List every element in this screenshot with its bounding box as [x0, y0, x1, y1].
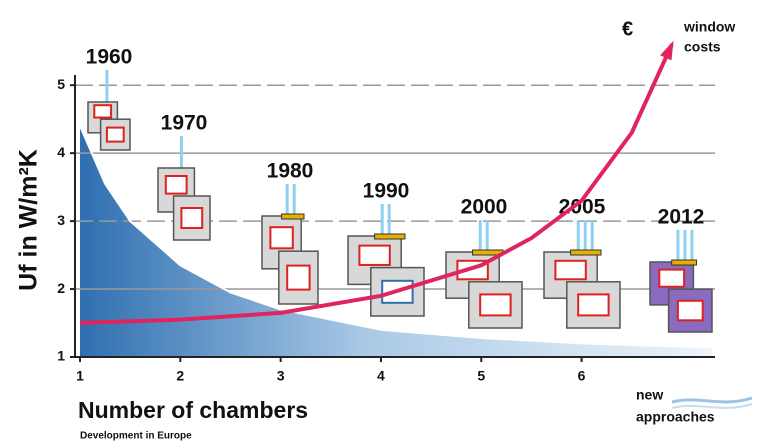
window-profile [261, 184, 319, 305]
year-label: 2012 [658, 206, 705, 229]
seal [281, 213, 305, 220]
subtitle: Development in Europe [80, 431, 192, 442]
y-tick-label: 5 [57, 76, 65, 92]
y-tick-label: 2 [57, 280, 65, 296]
annotation: window [683, 19, 735, 35]
chamber [577, 293, 610, 317]
year-label: 1970 [161, 112, 208, 135]
chamber [554, 259, 587, 281]
chamber [164, 175, 188, 195]
x-axis-label: Number of chambers [78, 397, 308, 423]
wave [671, 403, 753, 409]
year-label: 1990 [363, 180, 410, 203]
seal [570, 249, 602, 256]
uf-line [79, 125, 713, 349]
window-profile [445, 220, 523, 329]
y-tick-label: 4 [57, 144, 65, 160]
uf-area [80, 125, 712, 357]
window-profile [157, 136, 211, 241]
x-tick-label: 6 [578, 368, 586, 384]
x-tick-label: 5 [477, 368, 485, 384]
annotation: costs [684, 39, 721, 55]
sash [566, 281, 621, 329]
window-profile [87, 70, 131, 151]
year-label: 1980 [267, 160, 314, 183]
arrow-head [660, 40, 674, 61]
year-label: 2005 [559, 196, 606, 219]
chamber [93, 104, 113, 119]
year-label: 1960 [86, 46, 133, 69]
euro-sign: € [622, 18, 633, 40]
chamber [180, 207, 204, 229]
chamber [105, 126, 125, 143]
chamber [286, 264, 311, 291]
chamber [269, 226, 294, 250]
annotation: new [636, 387, 663, 403]
cost-line [79, 43, 674, 326]
y-tick-label: 1 [57, 348, 65, 364]
annotation: approaches [636, 409, 715, 425]
chamber [479, 293, 512, 317]
wave [671, 396, 753, 404]
y-axis-label: Uf in W/m²K [15, 149, 43, 291]
x-tick-label: 2 [176, 368, 184, 384]
seal [374, 233, 406, 240]
window-profile [649, 230, 713, 333]
window-profile [543, 220, 621, 329]
x-tick-label: 3 [277, 368, 285, 384]
chamber [676, 299, 704, 322]
x-tick-label: 1 [76, 368, 84, 384]
year-label: 2000 [461, 196, 508, 219]
x-tick-label: 4 [377, 368, 385, 384]
chamber [358, 244, 391, 266]
seal [671, 259, 698, 266]
y-tick-label: 3 [57, 212, 65, 228]
chamber [658, 268, 686, 288]
